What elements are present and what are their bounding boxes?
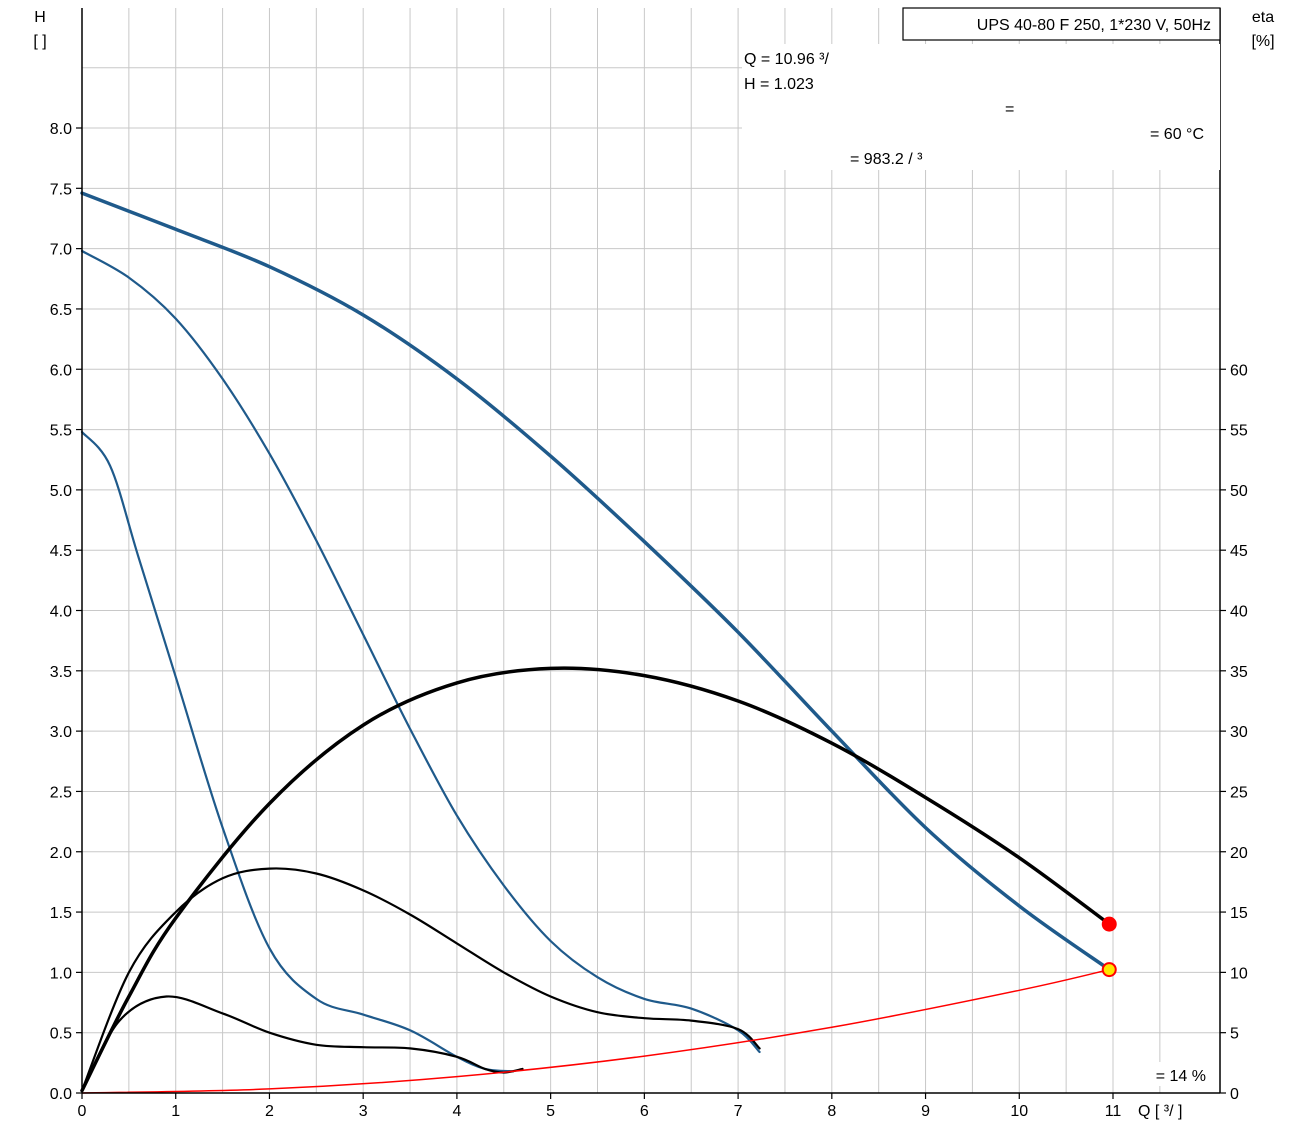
right-axis-label: eta bbox=[1252, 9, 1274, 26]
left-tick-label: 4.0 bbox=[50, 604, 72, 621]
x-tick-label: 3 bbox=[359, 1103, 368, 1120]
head-curve-2 bbox=[80, 430, 515, 1073]
info-q: Q = 10.96 ³/ bbox=[744, 51, 829, 68]
right-tick-label: 55 bbox=[1230, 423, 1248, 440]
head-curve-0 bbox=[80, 191, 1112, 972]
x-tick-label: 8 bbox=[827, 1103, 836, 1120]
x-tick-label: 0 bbox=[78, 1103, 87, 1120]
left-tick-label: 8.0 bbox=[50, 121, 72, 138]
right-tick-label: 25 bbox=[1230, 784, 1248, 801]
left-axis-unit: [ ] bbox=[33, 33, 46, 50]
left-tick-label: 3.5 bbox=[50, 664, 72, 681]
x-tick-label: 9 bbox=[921, 1103, 930, 1120]
x-tick-label: 10 bbox=[1010, 1103, 1028, 1120]
x-tick-label: 4 bbox=[452, 1103, 461, 1120]
title-box bbox=[902, 7, 1221, 41]
info-eta: = 14 % bbox=[1156, 1068, 1206, 1085]
x-tick-label: 6 bbox=[640, 1103, 649, 1120]
info-box-background bbox=[742, 44, 1220, 170]
right-tick-label: 30 bbox=[1230, 724, 1248, 741]
info-density: = 983.2 / ³ bbox=[850, 151, 923, 168]
info-eq: = bbox=[1005, 101, 1014, 118]
right-tick-label: 40 bbox=[1230, 604, 1248, 621]
x-tick-label: 5 bbox=[546, 1103, 555, 1120]
right-tick-label: 5 bbox=[1230, 1026, 1239, 1043]
right-tick-label: 50 bbox=[1230, 483, 1248, 500]
left-tick-label: 1.5 bbox=[50, 905, 72, 922]
eta-curve-4 bbox=[80, 867, 761, 1092]
x-tick-label: 2 bbox=[265, 1103, 274, 1120]
left-tick-label: 5.0 bbox=[50, 483, 72, 500]
left-tick-label: 3.0 bbox=[50, 724, 72, 741]
eta-box-background bbox=[1134, 1062, 1212, 1086]
right-tick-label: 20 bbox=[1230, 845, 1248, 862]
info-h: H = 1.023 bbox=[744, 76, 814, 93]
left-axis-label: H bbox=[34, 9, 46, 26]
head-curve-1 bbox=[80, 249, 761, 1054]
right-tick-label: 35 bbox=[1230, 664, 1248, 681]
x-tick-label: 7 bbox=[734, 1103, 743, 1120]
left-tick-label: 6.0 bbox=[50, 362, 72, 379]
left-tick-label: 5.5 bbox=[50, 423, 72, 440]
left-tick-label: 7.5 bbox=[50, 181, 72, 198]
info-temperature: = 60 °C bbox=[1150, 126, 1204, 143]
x-axis-label: Q [ ³/ ] bbox=[1138, 1103, 1182, 1120]
markers bbox=[1101, 916, 1117, 978]
left-tick-label: 2.0 bbox=[50, 845, 72, 862]
x-tick-label: 1 bbox=[171, 1103, 180, 1120]
chart-title: UPS 40-80 F 250, 1*230 V, 50Hz bbox=[977, 17, 1211, 34]
left-tick-label: 1.0 bbox=[50, 965, 72, 982]
eta-endpoint-marker bbox=[1101, 916, 1117, 932]
right-tick-label: 45 bbox=[1230, 543, 1248, 560]
left-tick-label: 7.0 bbox=[50, 242, 72, 259]
grid bbox=[82, 8, 1220, 1093]
eta-curve-5 bbox=[80, 995, 524, 1092]
left-tick-label: 0.5 bbox=[50, 1026, 72, 1043]
right-tick-label: 60 bbox=[1230, 362, 1248, 379]
left-tick-label: 4.5 bbox=[50, 543, 72, 560]
system-curve-6 bbox=[81, 968, 1111, 1094]
left-tick-label: 0.0 bbox=[50, 1086, 72, 1103]
left-tick-label: 6.5 bbox=[50, 302, 72, 319]
left-tick-label: 2.5 bbox=[50, 784, 72, 801]
operating-point-marker bbox=[1101, 962, 1117, 978]
axes: 0.0 0.5 1.0 1.5 2.0 2.5 3.0 3.5 4.0 4.5 5.0 5.5 6.0 6… bbox=[50, 8, 1248, 1120]
curves bbox=[80, 191, 1112, 1094]
eta-curve-3 bbox=[80, 666, 1112, 1093]
right-tick-label: 10 bbox=[1230, 965, 1248, 982]
right-tick-label: 0 bbox=[1230, 1086, 1239, 1103]
x-tick-label: 11 bbox=[1105, 1103, 1122, 1120]
right-tick-label: 15 bbox=[1230, 905, 1248, 922]
right-axis-unit: [%] bbox=[1251, 33, 1274, 50]
